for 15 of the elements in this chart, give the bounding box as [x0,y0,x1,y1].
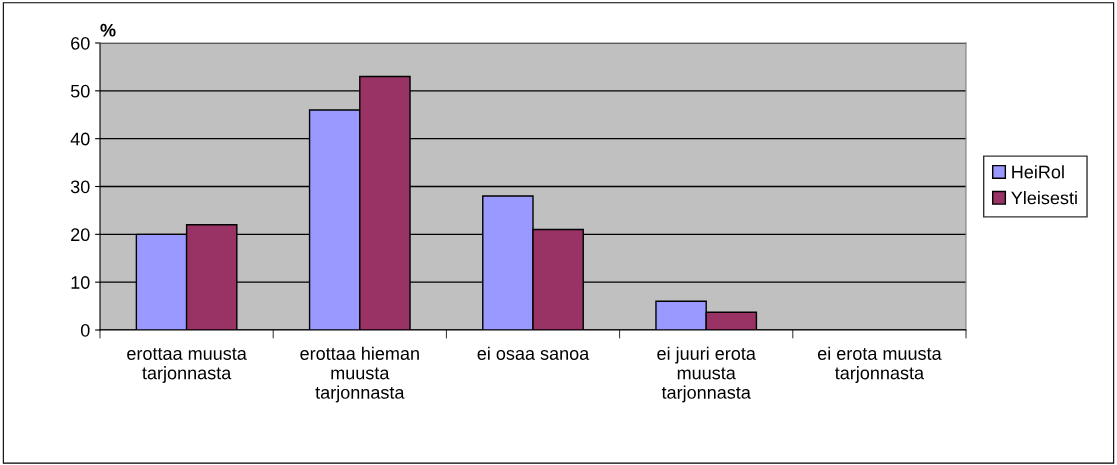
x-tick-label: erottaa muusta tarjonnasta [127,348,247,383]
y-axis-title: % [100,23,116,37]
x-tick-label: ei juuri erota muusta tarjonnasta [657,346,756,403]
x-tick-label: ei osaa sanoa [477,346,590,360]
y-tick-label: 30 [70,180,90,194]
legend-label: Yleisesti [1011,191,1077,205]
x-tick-label: erottaa hieman muusta tarjonnasta [300,346,419,403]
y-tick-label: 50 [70,84,90,98]
y-tick-label: 40 [70,132,90,146]
y-tick-label: 0 [80,323,90,337]
y-tick-label: 10 [71,276,90,289]
legend-label: HeiRol [1012,165,1064,179]
x-tick-label: ei erota muusta tarjonnasta [817,346,942,383]
y-tick-label: 60 [71,36,90,50]
y-tick-label: 20 [71,228,90,242]
